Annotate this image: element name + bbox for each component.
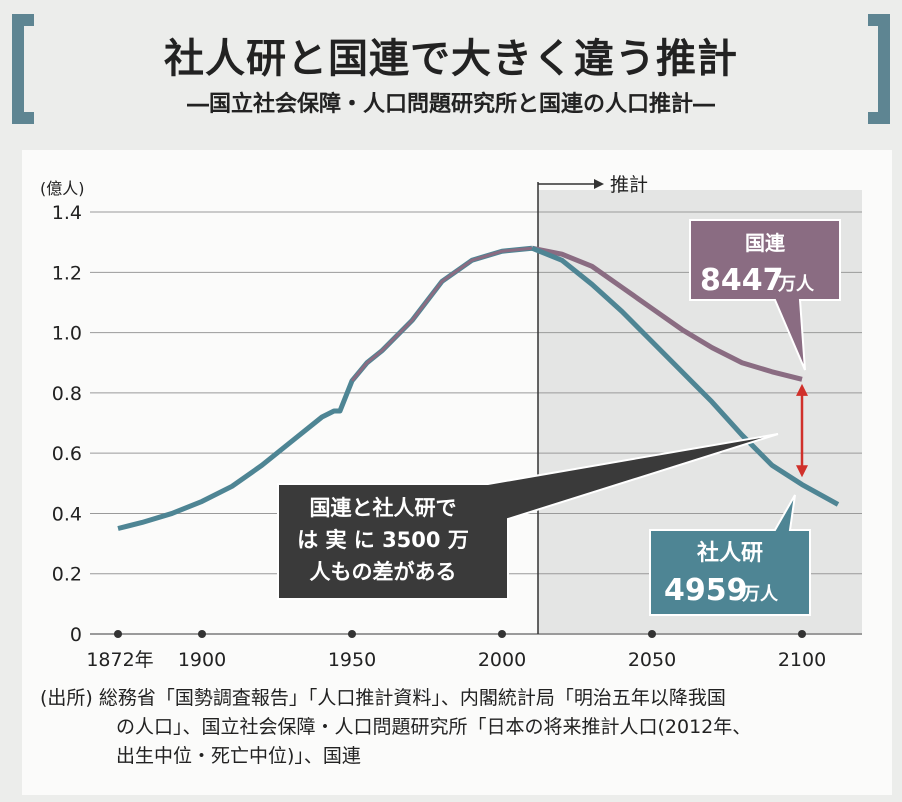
right-bracket: [868, 14, 890, 124]
x-tick-label: 1872年: [86, 649, 153, 671]
ipss-callout-name: 社人研: [697, 540, 763, 566]
x-tick-label: 1950: [328, 649, 376, 671]
gap-callout-text: 国連と社人研で: [310, 496, 457, 520]
gap-arrow-head-down: [796, 465, 808, 478]
y-tick-label: 0.6: [52, 443, 82, 465]
y-tick-label: 0: [70, 624, 82, 646]
x-tick-label: 2000: [478, 649, 526, 671]
source-line: の人口」、国立社会保障・人口問題研究所「日本の将来推計人口(2012年、: [116, 716, 752, 738]
x-tick-mark: [198, 630, 206, 638]
y-tick-label: 0.4: [52, 503, 82, 525]
ipss-callout: [649, 494, 811, 616]
un-callout-value: 8447: [700, 263, 784, 298]
projection-label: 推計: [610, 174, 648, 196]
x-tick-mark: [798, 630, 806, 638]
y-tick-label: 1.0: [52, 323, 82, 345]
y-axis-label: (億人): [40, 179, 85, 198]
x-tick-mark: [348, 630, 356, 638]
un-callout-unit: 万人: [777, 274, 815, 295]
y-tick-label: 0.8: [52, 383, 82, 405]
x-tick-label: 1900: [178, 649, 226, 671]
y-tick-label: 1.4: [52, 202, 82, 224]
x-tick-mark: [648, 630, 656, 638]
gap-callout: [277, 433, 779, 600]
gap-callout-text: 人もの差がある: [310, 560, 457, 584]
x-tick-mark: [498, 630, 506, 638]
source-note: (出所) 総務省「国勢調査報告」「人口推計資料」、内閣統計局「明治五年以降我国 …: [40, 684, 880, 771]
x-tick-mark: [114, 630, 122, 638]
y-tick-label: 0.2: [52, 564, 82, 586]
chart-subtitle: ―国立社会保障・人口問題研究所と国連の人口推計―: [186, 92, 715, 117]
source-line: 出生中位・死亡中位)」、国連: [116, 745, 361, 767]
gap-arrow-head-up: [796, 383, 808, 396]
series-line-ipss: [531, 245, 840, 507]
projection-arrow-head: [594, 179, 604, 189]
y-tick-label: 1.2: [52, 262, 82, 284]
ipss-callout-value: 4959: [664, 573, 748, 608]
gap-callout-text: は 実 に 3500 万: [297, 528, 469, 552]
un-callout: [689, 219, 841, 371]
un-callout-name: 国連: [745, 231, 786, 255]
series-line-un: [531, 245, 803, 382]
source-line: (出所) 総務省「国勢調査報告」「人口推計資料」、内閣統計局「明治五年以降我国: [40, 687, 726, 709]
x-tick-label: 2050: [628, 649, 676, 671]
left-bracket: [12, 14, 34, 124]
ipss-callout-unit: 万人: [741, 584, 779, 605]
history-line-overlay: [350, 246, 533, 382]
x-tick-label: 2100: [778, 649, 826, 671]
chart-title: 社人研と国連で大きく違う推計: [164, 36, 738, 82]
